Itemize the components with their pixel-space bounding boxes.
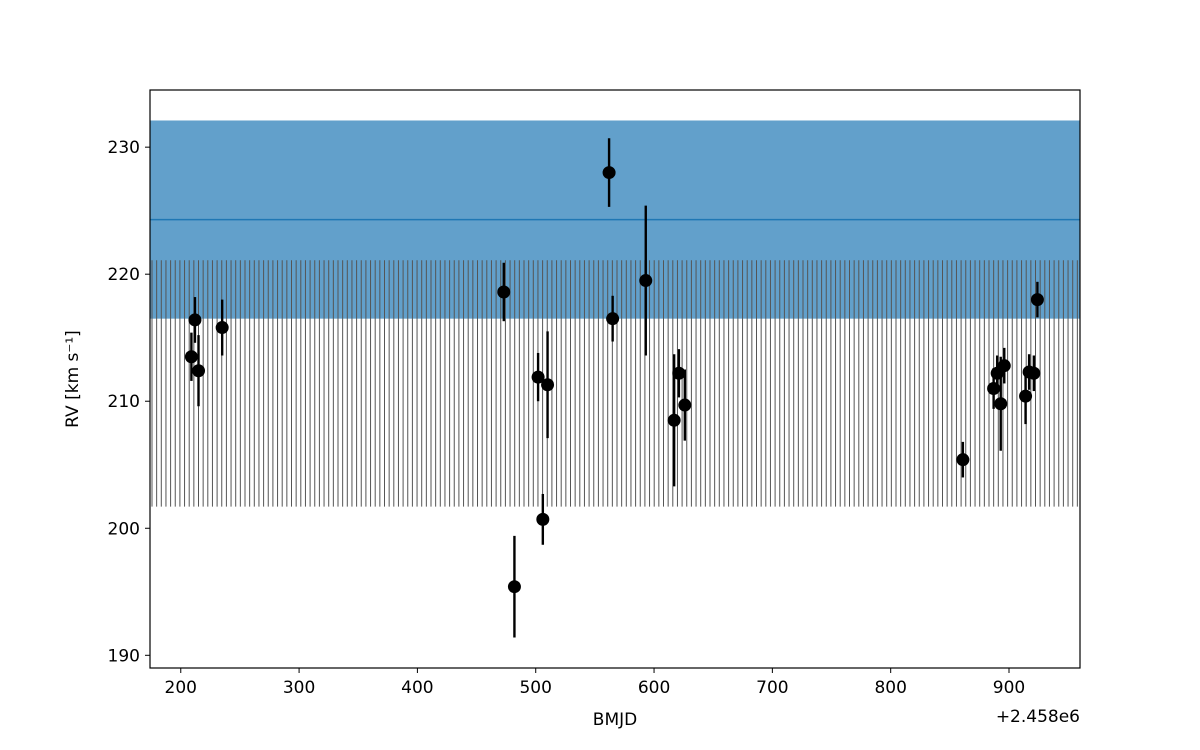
data-point: [507, 535, 521, 638]
data-point: [606, 295, 620, 342]
x-axis-offset-label: +2.458e6: [996, 707, 1080, 727]
data-point: [997, 347, 1011, 384]
data-point: [215, 299, 229, 356]
point-marker: [531, 370, 545, 384]
x-tick-label: 800: [874, 678, 906, 698]
y-tick-label: 200: [108, 519, 140, 539]
point-marker: [507, 580, 521, 594]
data-point: [956, 441, 970, 478]
data-point: [1030, 281, 1044, 318]
x-tick-label: 600: [638, 678, 670, 698]
data-point: [678, 369, 692, 441]
data-point: [1027, 355, 1041, 392]
x-tick-label: 400: [401, 678, 433, 698]
data-point: [497, 262, 511, 322]
axes-frame: [149, 89, 1081, 669]
point-marker: [678, 398, 692, 412]
point-marker: [184, 350, 198, 364]
point-marker: [1019, 389, 1033, 403]
point-marker: [606, 312, 620, 326]
x-axis-ticks: 200 300 400 500 600 700 800 900: [165, 668, 1025, 698]
point-marker: [215, 321, 229, 335]
point-marker: [1030, 293, 1044, 307]
point-marker: [1027, 366, 1041, 380]
data-point: [602, 138, 616, 207]
point-marker: [997, 359, 1011, 373]
x-tick-label: 700: [756, 678, 788, 698]
point-marker: [192, 364, 206, 378]
data-point: [192, 335, 206, 407]
data-point: [639, 205, 653, 356]
grey-line-band: [151, 260, 1078, 507]
data-point: [672, 349, 686, 398]
point-marker: [541, 378, 555, 392]
y-axis-label: RV [km s⁻¹]: [63, 330, 83, 428]
data-point: [541, 331, 555, 439]
y-tick-label: 230: [108, 138, 140, 158]
x-tick-label: 900: [993, 678, 1025, 698]
point-marker: [956, 453, 970, 467]
plot-area: [150, 120, 1080, 638]
data-point: [994, 356, 1008, 451]
data-point: [1019, 368, 1033, 425]
point-marker: [536, 512, 550, 526]
y-tick-label: 210: [108, 392, 140, 412]
point-marker: [497, 285, 511, 299]
point-marker: [994, 397, 1008, 411]
data-point: [536, 493, 550, 545]
x-tick-label: 300: [283, 678, 315, 698]
x-tick-label: 200: [165, 678, 197, 698]
point-marker: [602, 166, 616, 180]
point-marker: [672, 366, 686, 380]
data-point: [188, 297, 202, 343]
y-axis-ticks: 190 200 210 220 230: [108, 138, 150, 666]
point-marker: [667, 413, 681, 427]
x-axis-label: BMJD: [593, 710, 637, 730]
y-tick-label: 220: [108, 265, 140, 285]
point-marker: [639, 274, 653, 288]
x-tick-label: 500: [519, 678, 551, 698]
point-marker: [188, 313, 202, 327]
data-point: [184, 332, 198, 381]
data-point: [531, 352, 545, 402]
y-tick-label: 190: [108, 646, 140, 666]
